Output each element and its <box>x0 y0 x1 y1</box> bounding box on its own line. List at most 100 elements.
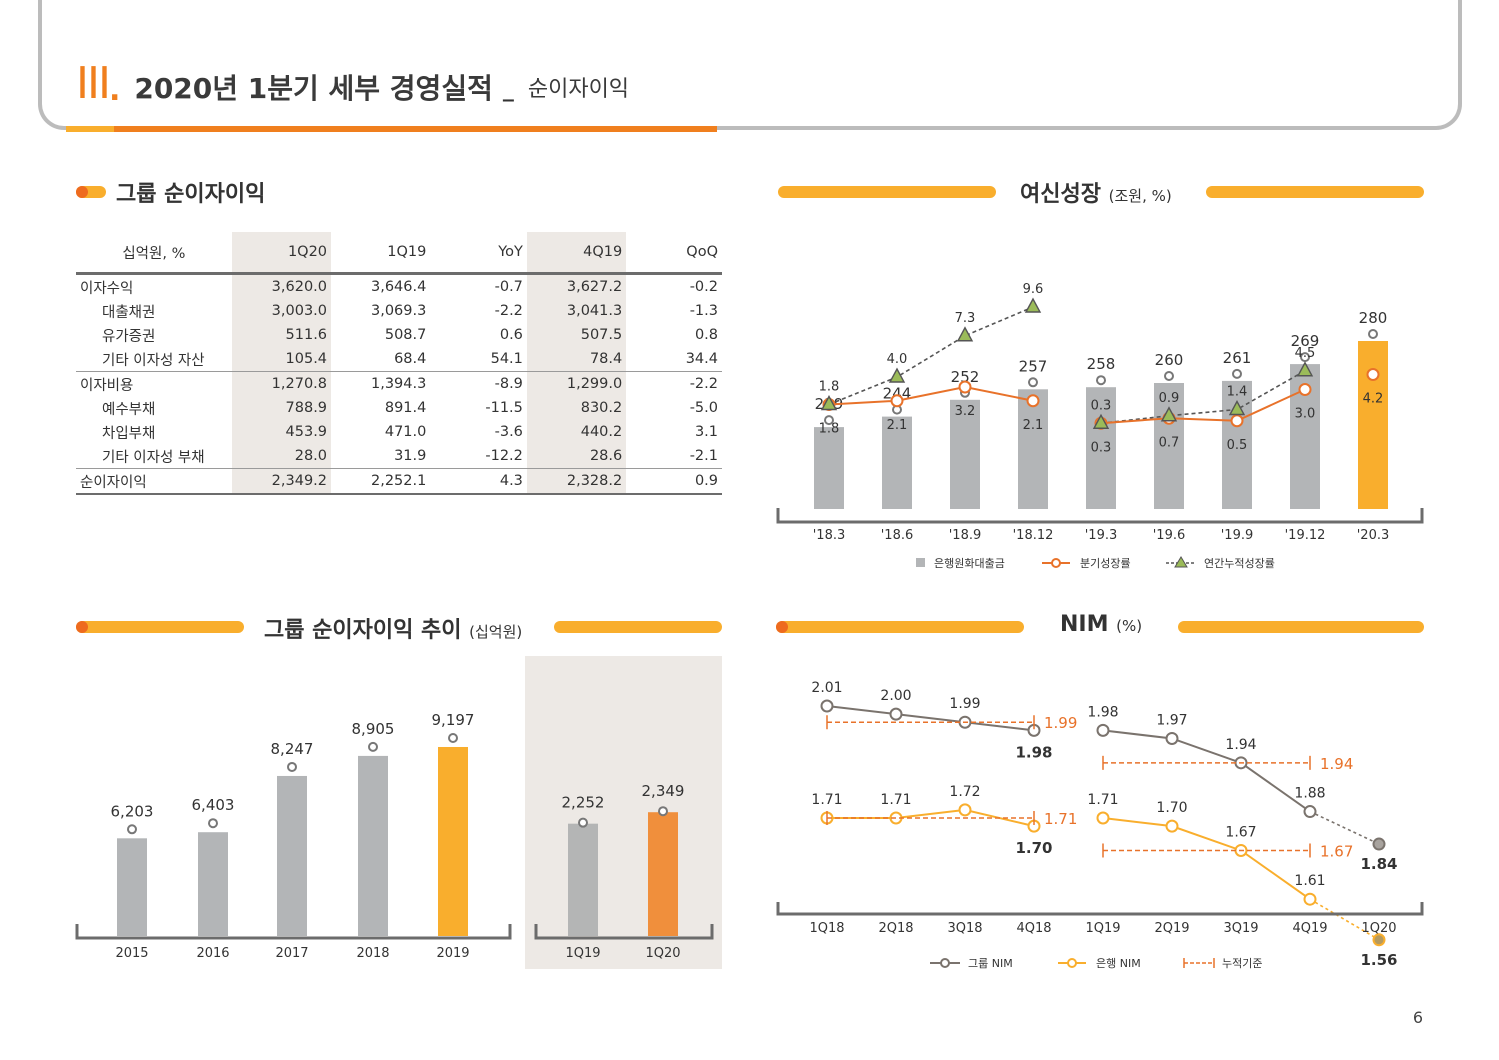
table-cell: 453.9 <box>231 420 332 444</box>
loan-x-tick: '20.3 <box>1357 528 1390 543</box>
group-nii-trend-chart: 6,203 2015 6,403 2016 8,247 2017 8,905 2018 9,19… <box>75 711 714 961</box>
loan-bar <box>1086 387 1116 509</box>
table-cell: 1,270.8 <box>231 371 332 396</box>
annual-x-tick: 2019 <box>436 946 469 961</box>
trend-chart-bar-right <box>554 621 722 633</box>
table-cell: -3.6 <box>494 424 523 440</box>
table-cell: 28.6 <box>526 444 627 469</box>
bank-nim-label: 1.72 <box>949 784 980 800</box>
bank-nim-point <box>1372 933 1386 947</box>
page-title-main: 2020년 1분기 세부 경영실적 <box>134 72 493 105</box>
cumulative-growth-line <box>1100 370 1306 425</box>
table-row: 예수부채 788.9 891.4 -11.5 830.2 -5.0 <box>76 396 722 420</box>
section-roman-numeral: III <box>76 58 111 109</box>
quarterly-growth-point <box>1230 414 1244 428</box>
table-row: 이자수익 3,620.0 3,646.4 -0.7 3,627.2 -0.2 <box>76 273 722 299</box>
table-cell: 31.9 <box>394 448 427 464</box>
table-cell: 1,394.3 <box>331 371 431 396</box>
annual-nii-marker <box>127 824 137 835</box>
nim-chart-unit: (%) <box>1116 617 1143 635</box>
quarter-nii-label: 2,252 <box>562 794 605 812</box>
legend-swatch-group-marker <box>940 958 950 968</box>
page-number: 6 <box>1412 1008 1423 1027</box>
bank-nim-line <box>1102 817 1311 901</box>
table-cell: 830.2 <box>526 396 627 420</box>
header-frame <box>38 0 1462 130</box>
loan-bar-label: 258 <box>1087 355 1116 373</box>
annual-x-tick: 2018 <box>356 946 389 961</box>
cumulative-growth-label: 4.0 <box>887 352 908 367</box>
cumulative-growth-point <box>888 367 906 383</box>
annual-nii-label: 6,203 <box>111 802 154 820</box>
annual-nii-label: 8,905 <box>352 720 395 738</box>
bank-nim-label: 1.70 <box>1015 839 1052 857</box>
nim-x-tick: 1Q19 <box>1085 921 1120 936</box>
quarterly-growth-label: 3.0 <box>1295 407 1316 422</box>
loan-x-tick: '18.3 <box>813 528 846 543</box>
loan-bar-label: 244 <box>883 385 912 403</box>
annual-nii-label: 8,247 <box>271 740 314 758</box>
bank-nim-label: 1.71 <box>880 792 911 808</box>
loan-x-tick: '19.6 <box>1153 528 1186 543</box>
annual-x-tick: 2015 <box>115 946 148 961</box>
quarterly-growth-label: 2.1 <box>1023 418 1044 433</box>
table-cell: 0.6 <box>499 327 523 343</box>
table-row: 기타 이자성 부채 28.0 31.9 -12.2 28.6 -2.1 <box>76 444 722 469</box>
table-section-marker-dot <box>76 186 88 198</box>
row-label: 이자수익 <box>76 273 232 299</box>
nim-chart-title-text: NIM <box>1060 612 1109 637</box>
bank-nim-point <box>1096 811 1110 825</box>
loan-bar-label: 252 <box>951 368 980 386</box>
annual-nii-marker <box>448 732 458 743</box>
cumulative-growth-line <box>828 306 1034 406</box>
table-header-cell: 1Q19 <box>331 232 431 275</box>
legend-label: 누적기준 <box>1222 957 1262 970</box>
loan-chart-bar-left <box>778 186 996 198</box>
trend-chart-bar-left <box>76 621 244 633</box>
bank-nim-projection <box>1309 898 1380 941</box>
group-nim-label: 1.98 <box>1087 704 1118 720</box>
loan-x-tick: '19.3 <box>1085 528 1118 543</box>
row-label: 예수부채 <box>102 401 156 418</box>
table-row: 이자비용 1,270.8 1,394.3 -8.9 1,299.0 -2.2 <box>76 371 722 396</box>
legend-swatch-triangle <box>1174 556 1188 568</box>
quarter-nii-bar <box>568 823 598 936</box>
loan-bar <box>882 416 912 509</box>
nim-x-tick: 2Q19 <box>1154 921 1189 936</box>
table-cell: -2.1 <box>689 448 718 464</box>
quarterly-growth-label: 0.7 <box>1159 435 1180 450</box>
nim-x-tick: 4Q18 <box>1016 921 1051 936</box>
quarterly-growth-line <box>828 385 1034 406</box>
table-header-cell: 4Q19 <box>526 232 627 275</box>
table-cell: 440.2 <box>526 420 627 444</box>
loan-chart-bar-right <box>1206 186 1424 198</box>
legend-swatch-bank-marker <box>1067 958 1077 968</box>
loan-chart-unit: (조원, %) <box>1108 187 1172 205</box>
loan-bar <box>1154 383 1184 509</box>
loan-x-tick: '19.12 <box>1285 528 1326 543</box>
page-title: III . 2020년 1분기 세부 경영실적 _ 순이자이익 <box>76 62 629 106</box>
table-cell: 2,328.2 <box>526 468 627 495</box>
legend-label: 은행원화대출금 <box>934 557 1005 570</box>
table-cell: 507.5 <box>526 323 627 347</box>
table-cell: 28.0 <box>231 444 332 469</box>
nim-chart-bar-right <box>1178 621 1424 633</box>
loan-bar-label: 257 <box>1019 357 1048 375</box>
group-nim-point <box>1303 805 1317 819</box>
table-cell: 3,627.2 <box>526 273 627 299</box>
trend-chart-unit: (십억원) <box>469 623 523 641</box>
cumulative-growth-point <box>1160 406 1178 422</box>
quarterly-growth-label: 0.5 <box>1227 438 1248 453</box>
row-label: 기타 이자성 자산 <box>102 352 205 369</box>
loan-bar-marker <box>1300 352 1310 363</box>
cumulative-nim-label: 1.99 <box>1044 714 1077 732</box>
net-interest-income-table: 십억원, % 1Q20 1Q19 YoY 4Q19 QoQ 이자수익 3,620.0 3,64… <box>76 232 722 495</box>
group-nim-label: 2.00 <box>880 688 911 704</box>
table-cell: 105.4 <box>231 347 332 372</box>
trend-chart-bar-left-dot <box>76 621 88 633</box>
quarter-axis-baseline <box>534 924 714 940</box>
table-cell: 2,349.2 <box>231 468 332 495</box>
nim-x-tick: 3Q18 <box>947 921 982 936</box>
quarter-x-tick: 1Q19 <box>565 946 600 961</box>
loan-x-tick: '18.9 <box>949 528 982 543</box>
